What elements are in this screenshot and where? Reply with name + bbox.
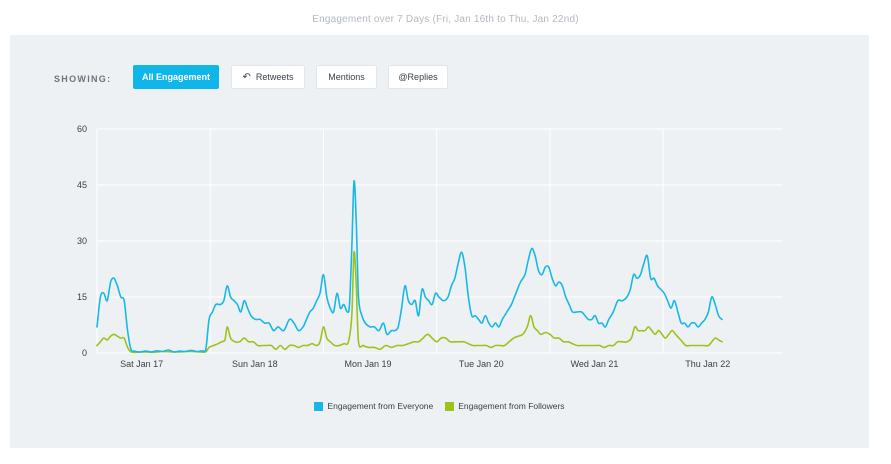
legend-swatch-everyone <box>314 401 324 411</box>
legend-item-followers[interactable]: Engagement from Followers <box>445 401 565 411</box>
y-tick-label: 60 <box>77 124 87 134</box>
legend-item-everyone[interactable]: Engagement from Everyone <box>314 401 433 411</box>
x-tick-label: Sat Jan 17 <box>120 359 163 369</box>
x-tick-label: Mon Jan 19 <box>345 359 392 369</box>
filter-label: @Replies <box>398 72 438 82</box>
chart-panel: SHOWING: All Engagement ↶ Retweets Menti… <box>10 35 869 448</box>
series-line-everyone <box>96 180 723 353</box>
x-tick-label: Tue Jan 20 <box>459 359 504 369</box>
filter-all-engagement-button[interactable]: All Engagement <box>133 65 219 89</box>
x-tick-label: Sun Jan 18 <box>232 359 278 369</box>
chart-legend: Engagement from Everyone Engagement from… <box>10 401 869 411</box>
y-tick-label: 30 <box>77 236 87 246</box>
y-tick-label: 45 <box>77 180 87 190</box>
series-line-followers <box>96 250 723 354</box>
y-tick-label: 0 <box>82 348 87 358</box>
legend-label-everyone: Engagement from Everyone <box>327 401 434 411</box>
filter-label: Mentions <box>328 72 365 82</box>
retweet-icon: ↶ <box>242 71 251 83</box>
filter-label: Retweets <box>255 72 294 82</box>
filter-retweets-button[interactable]: ↶ Retweets <box>231 65 305 89</box>
page-title: Engagement over 7 Days (Fri, Jan 16th to… <box>312 14 579 25</box>
legend-label-followers: Engagement from Followers <box>458 401 565 411</box>
filter-mentions-button[interactable]: Mentions <box>316 65 377 89</box>
filter-replies-button[interactable]: @Replies <box>388 65 448 89</box>
x-tick-label: Thu Jan 22 <box>685 359 730 369</box>
y-tick-label: 15 <box>77 292 87 302</box>
engagement-line-chart: 0 15 30 45 60 Sat Jan 17 Sun Jan 18 Mon Jan 19 T… <box>77 124 782 369</box>
legend-swatch-followers <box>445 401 455 411</box>
filter-label: All Engagement <box>141 72 210 82</box>
showing-label: SHOWING: <box>54 74 112 84</box>
x-tick-label: Wed Jan 21 <box>571 359 619 369</box>
